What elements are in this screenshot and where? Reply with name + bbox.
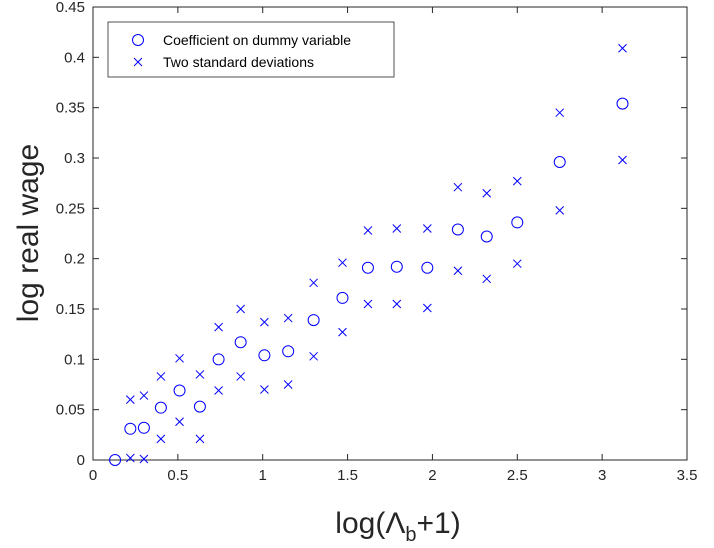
- coefficient-point: [137, 421, 150, 434]
- x-tick-label: 3: [598, 467, 606, 484]
- coefficient-point: [193, 400, 206, 413]
- two-sd-point: [125, 395, 135, 404]
- x-axis-label-subscript: b: [405, 524, 416, 546]
- coefficient-point: [307, 314, 320, 327]
- y-tick-label: 0.1: [64, 351, 85, 368]
- y-tick-label: 0.15: [56, 301, 85, 318]
- legend-box: [107, 21, 395, 78]
- two-sd-point: [156, 372, 166, 381]
- y-tick-label: 0.25: [56, 200, 85, 217]
- two-sd-point: [309, 278, 318, 288]
- coefficient-point: [234, 336, 247, 349]
- two-sd-point: [392, 224, 402, 233]
- plot-area: [92, 6, 688, 461]
- two-sd-point: [618, 155, 627, 165]
- two-sd-point: [156, 434, 166, 444]
- x-tick-label: 2: [428, 467, 436, 484]
- two-sd-point: [260, 317, 269, 327]
- coefficient-point: [212, 353, 225, 366]
- x-tick-label: 0.5: [167, 467, 188, 484]
- legend-circle-marker: [132, 34, 144, 46]
- two-sd-point: [338, 258, 347, 268]
- x-tick-label: 2.5: [507, 467, 528, 484]
- two-sd-point: [555, 205, 565, 215]
- two-sd-point: [195, 370, 205, 379]
- x-tick-label: 3.5: [677, 467, 698, 484]
- two-sd-point: [453, 266, 463, 276]
- coefficient-point: [336, 291, 349, 304]
- coefficient-point: [451, 223, 464, 236]
- x-tick-label: 0: [89, 467, 97, 484]
- two-sd-point: [453, 182, 463, 192]
- coefficient-point: [361, 261, 374, 274]
- data-marks: [109, 43, 629, 466]
- coefficient-point: [282, 345, 295, 358]
- y-tick-label: 0.2: [64, 251, 85, 268]
- x-axis-label-main: log(Λ: [335, 507, 405, 540]
- two-sd-point: [214, 322, 223, 332]
- two-sd-point: [422, 224, 432, 233]
- two-sd-point: [422, 303, 432, 313]
- y-tick-label: 0: [77, 452, 85, 469]
- legend: Coefficient on dummy variable Two standa…: [107, 21, 395, 78]
- coefficient-point: [616, 97, 629, 110]
- two-sd-point: [363, 226, 373, 235]
- two-sd-point: [338, 327, 347, 337]
- y-tick-label: 0.45: [56, 0, 85, 16]
- two-sd-point: [214, 386, 223, 395]
- two-sd-point: [175, 417, 184, 427]
- legend-label-two-sd: Two standard deviations: [163, 54, 314, 70]
- x-tick-label: 1: [259, 467, 267, 484]
- y-tick-label: 0.3: [64, 150, 85, 167]
- x-tick-label: 1.5: [337, 467, 358, 484]
- two-sd-point: [283, 380, 293, 389]
- two-sd-point: [482, 188, 492, 198]
- coefficient-point: [511, 216, 524, 229]
- x-axis-label: log(Λb+1): [335, 507, 460, 546]
- two-sd-point: [236, 372, 246, 381]
- two-sd-point: [139, 391, 149, 400]
- coefficient-point: [258, 349, 271, 362]
- coefficient-point: [390, 260, 403, 273]
- coefficient-point: [480, 230, 493, 243]
- two-sd-point: [283, 313, 293, 323]
- y-axis: 0 0.05 0.1 0.15 0.2 0.25 0.3 0.35 0.4 0.45: [56, 0, 687, 469]
- y-axis-label: log real wage: [12, 144, 45, 322]
- y-tick-label: 0.05: [56, 402, 85, 419]
- coefficient-point: [173, 384, 186, 397]
- coefficient-point: [109, 454, 122, 466]
- two-sd-point: [260, 385, 269, 394]
- coefficient-point: [553, 156, 566, 169]
- coefficient-point: [124, 422, 137, 435]
- two-sd-point: [512, 176, 522, 186]
- two-sd-point: [125, 453, 135, 463]
- y-tick-label: 0.35: [56, 100, 85, 117]
- two-sd-point: [512, 259, 522, 269]
- legend-x-marker: [133, 57, 143, 67]
- two-sd-point: [236, 304, 246, 314]
- two-sd-point: [139, 454, 149, 464]
- two-sd-point: [195, 434, 205, 444]
- two-sd-point: [175, 353, 184, 363]
- two-sd-point: [363, 299, 373, 309]
- two-sd-point: [392, 299, 402, 309]
- two-sd-point: [555, 108, 565, 118]
- coefficient-point: [421, 261, 434, 274]
- two-sd-point: [309, 351, 318, 361]
- x-axis: 0 0.5 1 1.5 2 2.5 3 3.5: [89, 7, 698, 484]
- legend-label-coefficient: Coefficient on dummy variable: [163, 32, 351, 48]
- two-sd-point: [618, 43, 627, 53]
- coefficient-point: [154, 401, 167, 414]
- two-sd-point: [482, 274, 492, 284]
- y-tick-label: 0.4: [64, 49, 85, 66]
- x-axis-label-tail: +1): [417, 507, 461, 540]
